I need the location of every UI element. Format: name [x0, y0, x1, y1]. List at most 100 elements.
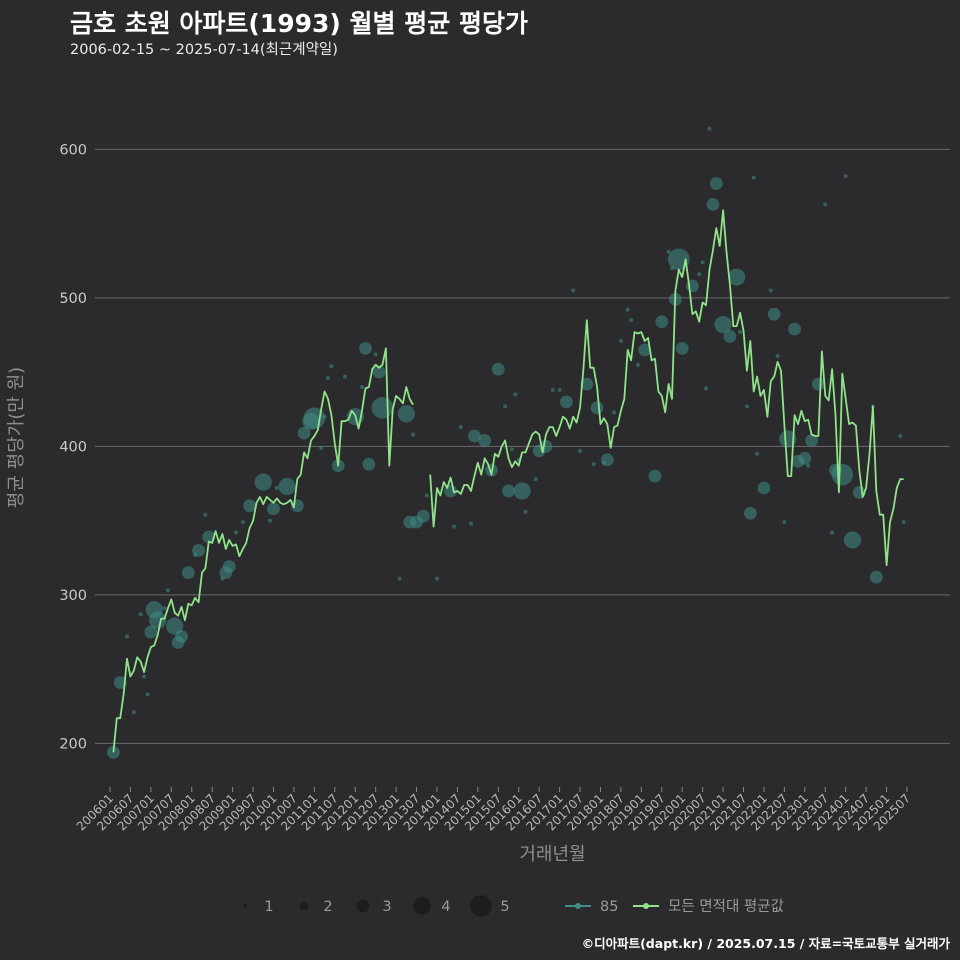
legend-size-dot [243, 904, 247, 908]
data-point-85 [768, 288, 773, 293]
data-point-85 [411, 432, 416, 437]
data-point-85 [278, 477, 296, 496]
data-point-85 [373, 352, 378, 357]
chart-subtitle: 2006-02-15 ~ 2025-07-14(최근계약일) [70, 42, 338, 58]
data-point-85 [723, 330, 737, 343]
data-point-85 [697, 272, 702, 277]
data-point-85 [728, 268, 746, 286]
data-point-85 [125, 634, 130, 639]
data-point-85 [743, 506, 757, 520]
data-point-85 [303, 407, 326, 429]
data-point-85 [397, 576, 402, 581]
average-line-segment-2 [429, 209, 904, 567]
data-point-85 [113, 676, 127, 689]
data-point-85 [901, 520, 906, 525]
source-credit: ©디아파트(dapt.kr) / 2025.07.15 / 자료=국토교통부 실… [581, 936, 950, 951]
data-point-85 [757, 481, 771, 495]
legend-size-dot [413, 897, 431, 915]
data-point-85 [557, 387, 562, 392]
data-point-85 [360, 385, 365, 390]
legend-size-dot [299, 901, 309, 911]
data-point-85 [666, 249, 671, 254]
data-point-85 [571, 288, 576, 293]
data-point-85 [166, 617, 184, 635]
data-point-85 [843, 174, 848, 179]
data-point-85 [612, 410, 617, 415]
legend-size-label: 3 [382, 899, 391, 915]
data-point-85 [709, 177, 723, 190]
data-point-85 [175, 630, 188, 643]
data-point-85 [144, 625, 158, 639]
data-point-85 [744, 404, 749, 409]
data-point-85 [805, 434, 819, 447]
data-point-85 [831, 463, 854, 486]
data-point-85 [452, 524, 457, 529]
data-point-85 [629, 318, 634, 323]
y-axis-label: 평균 평당가(만 원) [6, 367, 27, 508]
data-point-85 [775, 353, 780, 358]
data-point-85 [591, 462, 596, 467]
data-point-85 [297, 426, 311, 440]
data-point-85 [578, 448, 583, 453]
data-point-85 [523, 509, 528, 514]
legend-point-key [575, 903, 581, 909]
data-point-85 [625, 307, 630, 312]
legend-size-label: 1 [264, 899, 273, 915]
legend-size-label: 2 [323, 899, 332, 915]
data-point-85 [203, 512, 208, 517]
data-point-85 [550, 387, 555, 392]
data-point-85 [560, 395, 573, 409]
data-point-85 [343, 374, 348, 379]
data-point-85 [706, 197, 720, 211]
data-point-85 [788, 322, 802, 336]
data-point-85 [580, 377, 594, 391]
data-point-85 [325, 376, 330, 381]
gridlines [95, 148, 950, 744]
data-point-85 [704, 386, 709, 391]
legend-size-label: 4 [441, 899, 450, 915]
data-point-85 [371, 396, 394, 419]
data-point-85 [424, 493, 429, 498]
data-point-85 [234, 530, 239, 535]
data-point-85 [767, 307, 781, 321]
data-point-85 [898, 434, 903, 439]
data-point-85 [491, 362, 505, 376]
data-point-85 [843, 531, 862, 549]
data-point-85 [138, 612, 143, 617]
data-point-85 [149, 611, 167, 629]
legend-series-label: 85 [600, 899, 618, 915]
data-point-85 [478, 434, 492, 447]
y-tick-label: 200 [59, 736, 87, 752]
y-tick-label: 400 [59, 439, 87, 455]
data-point-85 [738, 330, 743, 335]
data-point-85 [502, 484, 515, 498]
data-point-85 [638, 343, 652, 357]
data-point-85 [675, 341, 689, 355]
data-point-85 [434, 576, 439, 581]
data-point-85 [806, 463, 811, 468]
data-point-85 [469, 521, 474, 526]
data-point-85 [397, 405, 415, 423]
legend-size-dot [470, 895, 492, 917]
legend: 1 2 3 4 5 85 모든 면적대 평균값 [243, 895, 784, 917]
data-point-85 [372, 365, 386, 379]
average-line-segment-1 [112, 347, 414, 753]
data-point-85 [359, 341, 372, 355]
data-point-85 [655, 315, 669, 329]
data-point-85 [107, 745, 120, 759]
data-point-85 [274, 485, 279, 490]
data-point-85 [131, 710, 136, 715]
data-point-85 [830, 530, 835, 535]
data-point-85 [812, 377, 825, 391]
data-point-85 [468, 429, 481, 443]
data-point-85 [869, 570, 883, 584]
average-line [112, 209, 904, 753]
data-point-85 [162, 606, 167, 611]
y-tick-label: 300 [59, 588, 87, 604]
legend-size-label: 5 [500, 899, 509, 915]
data-point-85 [648, 469, 662, 483]
x-tick-labels: 2006012006072007012007072008012008072009… [74, 787, 913, 834]
data-point-85 [700, 260, 705, 265]
